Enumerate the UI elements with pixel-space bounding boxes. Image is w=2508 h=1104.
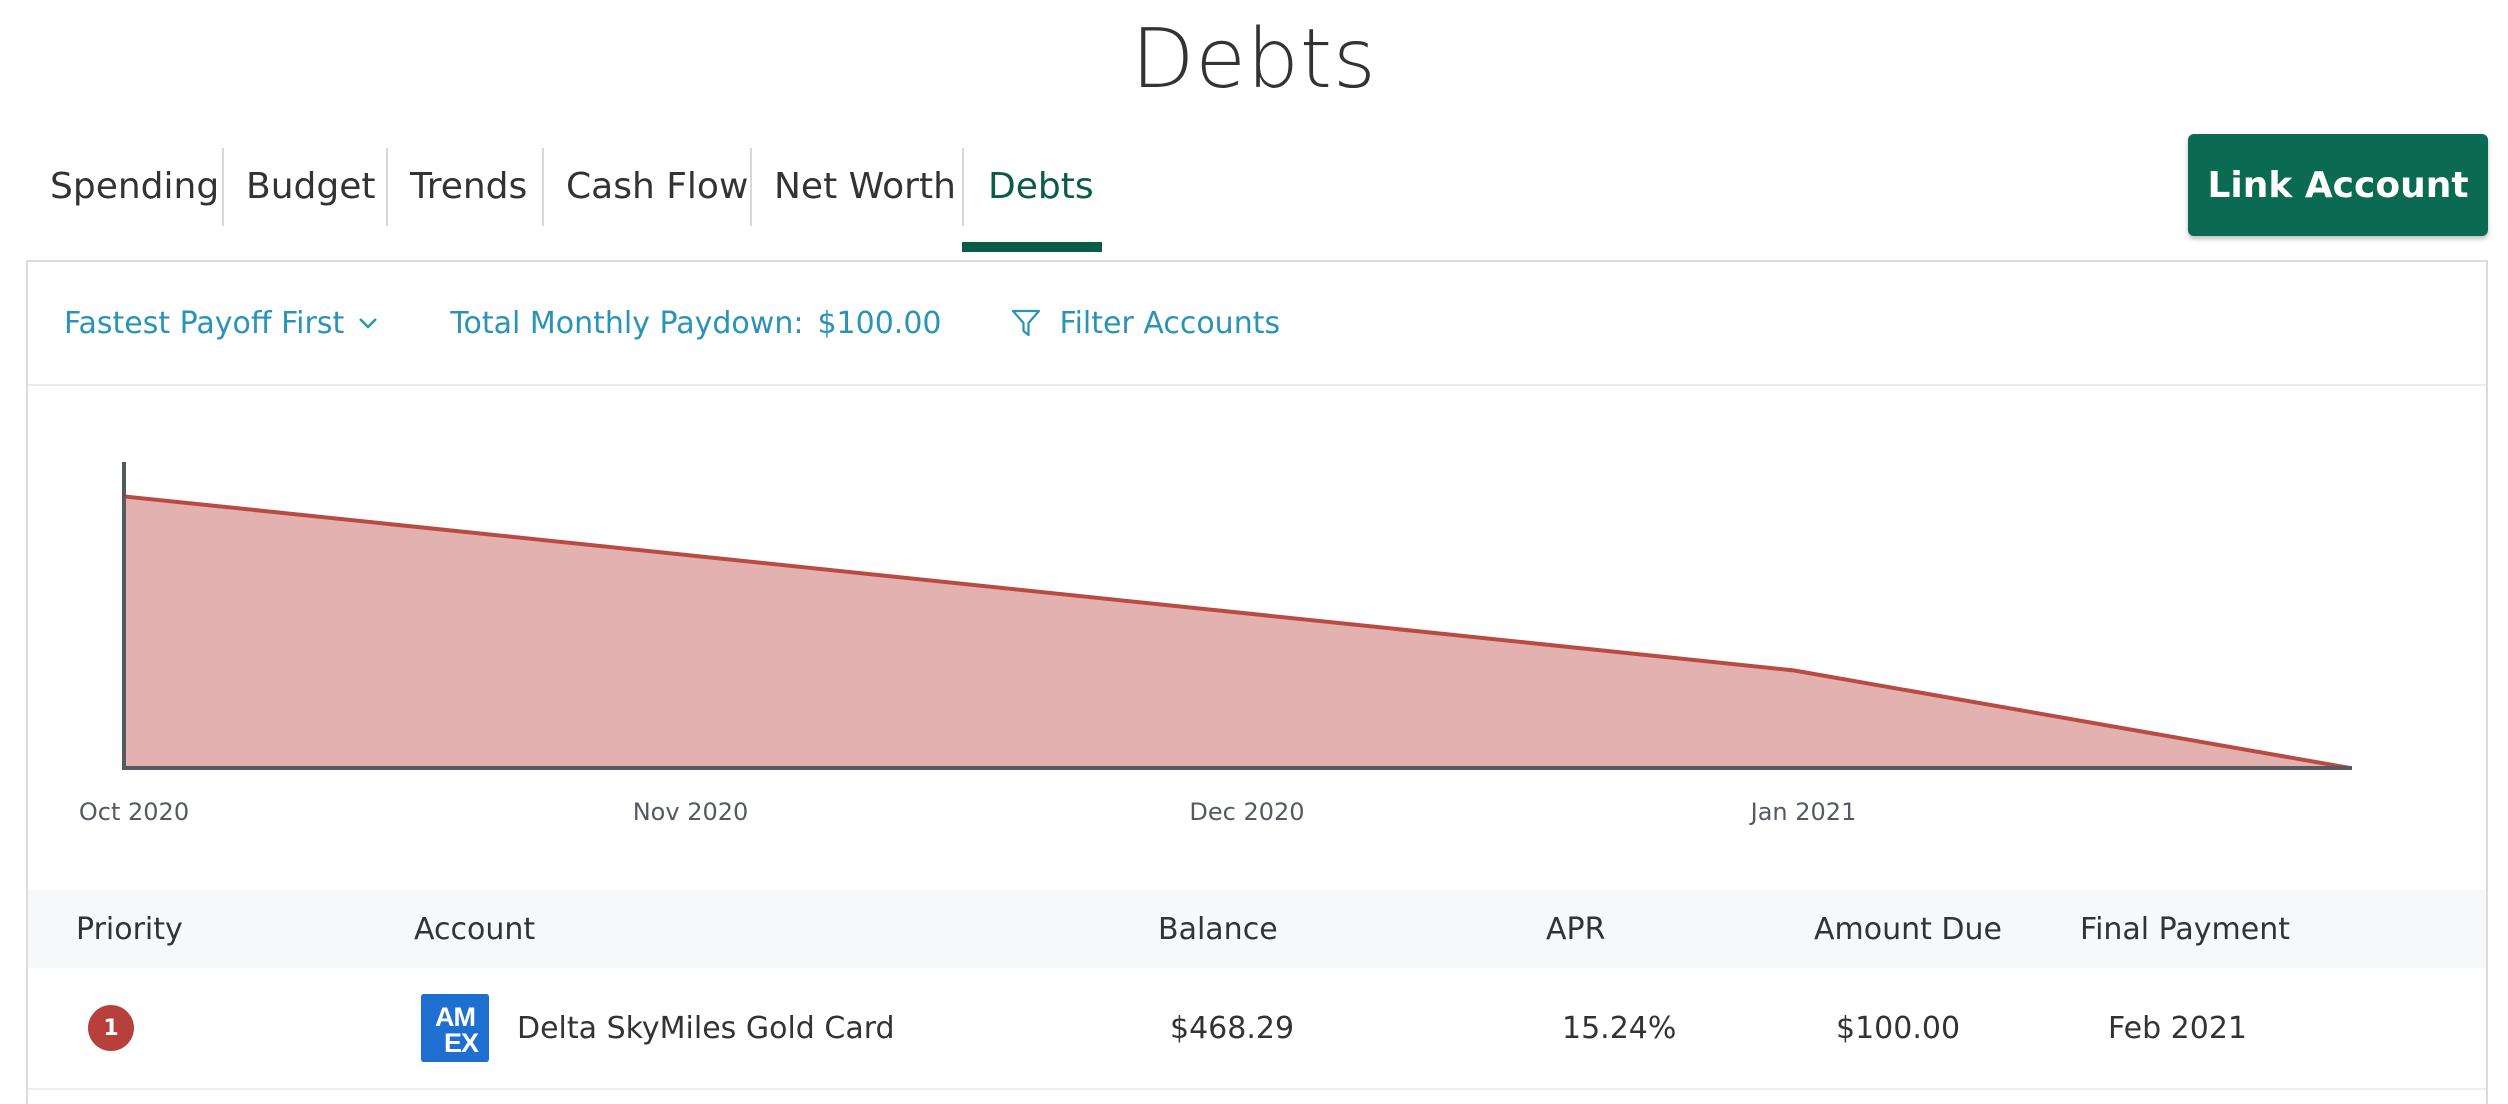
amount-due-value: $100.00 [1836,1010,1961,1046]
account-cell: AM EX Delta SkyMiles Gold Card [421,968,895,1088]
balance-value: $468.29 [1170,1010,1295,1046]
x-tick-label: Jan 2021 [1749,798,1857,826]
header-priority: Priority [76,911,183,947]
debt-payoff-chart: Oct 2020 Nov 2020 Dec 2020 Jan 2021 [28,388,2486,888]
tab-trends[interactable]: Trends [386,148,542,252]
x-tick-label: Nov 2020 [633,798,749,826]
link-account-button[interactable]: Link Account [2188,134,2488,236]
filter-accounts-button[interactable]: Filter Accounts [1010,305,1281,341]
debts-panel: Fastest Payoff First Total Monthly Paydo… [26,260,2488,1104]
header-account: Account [414,911,536,947]
paydown-label: Total Monthly Paydown: [450,305,804,341]
tab-debts[interactable]: Debts [962,148,1102,252]
svg-text:EX: EX [444,1028,479,1058]
header-amount-due: Amount Due [1814,911,2002,947]
nav-tabs: Spending Budget Trends Cash Flow Net Wor… [26,148,1102,252]
apr-value: 15.24% [1562,1010,1677,1046]
priority-badge: 1 [88,1005,134,1051]
debt-payoff-chart-svg: Oct 2020 Nov 2020 Dec 2020 Jan 2021 [79,462,2352,826]
paydown-amount: $100.00 [817,305,942,341]
chevron-down-icon [358,316,378,330]
series-line [123,494,2351,770]
tab-net-worth[interactable]: Net Worth [750,148,962,252]
account-name[interactable]: Delta SkyMiles Gold Card [517,1010,895,1046]
table-row[interactable]: 1 AM EX Delta SkyMiles Gold Card $468.29… [28,968,2486,1090]
svg-text:AM: AM [435,1002,475,1032]
amex-logo-icon: AM EX [421,994,489,1062]
filter-icon [1010,307,1042,339]
series-area [124,496,2350,768]
sort-dropdown[interactable]: Fastest Payoff First [64,306,378,341]
header-final-payment: Final Payment [2080,911,2291,947]
final-payment-value: Feb 2021 [2108,1010,2247,1046]
header-apr: APR [1546,911,1606,947]
priority-cell: 1 [88,968,134,1088]
header-balance: Balance [1158,911,1278,947]
tab-spending[interactable]: Spending [50,166,220,207]
x-tick-label: Dec 2020 [1189,798,1304,826]
tab-cash-flow[interactable]: Cash Flow [542,148,750,252]
debt-controls: Fastest Payoff First Total Monthly Paydo… [28,262,2486,386]
monthly-paydown-button[interactable]: Total Monthly Paydown: $100.00 [450,306,941,341]
page-title: Debts [1131,12,1377,107]
sort-label: Fastest Payoff First [64,305,345,341]
tab-budget[interactable]: Budget [222,148,386,252]
table-header: Priority Account Balance APR Amount Due … [28,890,2486,968]
x-tick-label: Oct 2020 [79,798,189,826]
filter-label: Filter Accounts [1059,305,1281,341]
